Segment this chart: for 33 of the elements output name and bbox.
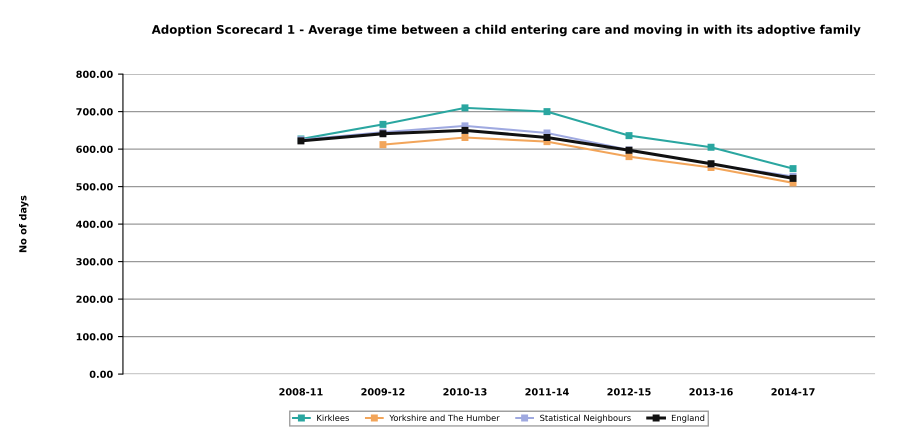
legend-label: England bbox=[672, 414, 704, 423]
x-tick-label: 2009-12 bbox=[361, 388, 404, 396]
point bbox=[461, 126, 468, 134]
y-tick-label: 700.00 bbox=[76, 108, 113, 116]
y-tick-label: 600.00 bbox=[76, 146, 113, 153]
y-axis-title: No of days bbox=[19, 196, 28, 252]
point bbox=[379, 141, 386, 148]
y-tick-label: 800.00 bbox=[76, 70, 113, 78]
point bbox=[708, 144, 715, 151]
y-tick-label: 400.00 bbox=[76, 220, 113, 228]
y-tick-label: 0.00 bbox=[90, 370, 113, 378]
x-tick-label: 2014-17 bbox=[772, 388, 815, 396]
point bbox=[461, 104, 468, 112]
x-tick-label: 2013-16 bbox=[689, 388, 733, 396]
chart-title: Adoption Scorecard 1 - Average time between a child entering care and moving in with its adoptive family bbox=[152, 24, 861, 36]
legend-label: Statistical Neighbours bbox=[540, 414, 631, 423]
y-tick-label: 300.00 bbox=[76, 258, 113, 266]
point bbox=[379, 120, 386, 128]
point bbox=[626, 153, 632, 160]
point bbox=[626, 132, 632, 140]
x-tick-label: 2012-15 bbox=[607, 388, 651, 396]
y-tick-label: 500.00 bbox=[76, 183, 113, 190]
point bbox=[544, 108, 550, 116]
y-tick-label: 100.00 bbox=[76, 333, 113, 340]
y-tick-label: 200.00 bbox=[76, 296, 113, 303]
x-tick-label: 2010-13 bbox=[443, 388, 487, 396]
point bbox=[461, 134, 468, 141]
legend-label: Yorkshire and The Humber bbox=[389, 414, 500, 422]
point bbox=[544, 134, 550, 141]
legend-label: Kirklees bbox=[317, 414, 349, 422]
x-tick-label: 2008-11 bbox=[279, 388, 323, 396]
point bbox=[790, 165, 797, 172]
x-tick-label: 2011-14 bbox=[525, 388, 569, 396]
